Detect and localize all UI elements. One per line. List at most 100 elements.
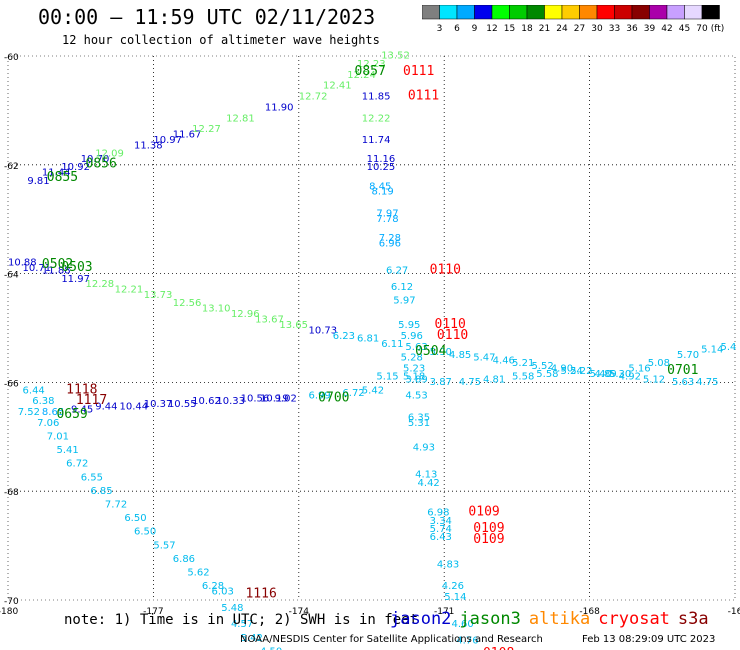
wave-height-label: 5.41 bbox=[56, 445, 78, 456]
pass-time-label: 0502 bbox=[42, 257, 73, 272]
wave-height-label: 6.23 bbox=[333, 331, 355, 342]
y-tick-label: -60 bbox=[4, 53, 19, 63]
wave-height-label: 6.50 bbox=[134, 527, 156, 538]
wave-height-label: 10.62 bbox=[192, 396, 221, 407]
pass-time-label: 0857 bbox=[355, 64, 386, 79]
wave-height-label: 13.73 bbox=[144, 290, 173, 301]
wave-height-label: 13.10 bbox=[202, 304, 231, 315]
wave-height-label: 4.13 bbox=[415, 470, 437, 481]
wave-height-label: 8.65 bbox=[42, 407, 64, 418]
wave-height-label: 5.24 bbox=[561, 366, 583, 377]
wave-height-label: 6.50 bbox=[124, 513, 146, 524]
wave-height-label: 10.56 bbox=[241, 393, 270, 404]
wave-height-label: 5.70 bbox=[677, 350, 699, 361]
colorbar-tick-label: 36 bbox=[626, 24, 638, 34]
wave-height-label: 6.55 bbox=[81, 472, 103, 483]
wave-height-label: 11.38 bbox=[134, 140, 163, 151]
wave-height-label: 11.16 bbox=[367, 154, 396, 165]
x-tick-label: -177 bbox=[143, 607, 163, 617]
colorbar-tick-label: 12 bbox=[486, 24, 497, 34]
pass-time-label: 0109 bbox=[468, 505, 499, 520]
wave-height-label: 4.92 bbox=[619, 372, 641, 383]
wave-height-label: 6.72 bbox=[66, 459, 88, 470]
colorbar-tick-label: 21 bbox=[539, 24, 550, 34]
wave-height-label: 9.02 bbox=[275, 393, 297, 404]
wave-height-label: 6.98 bbox=[427, 508, 449, 519]
wave-height-label: 10.33 bbox=[216, 396, 245, 407]
page-subtitle: 12 hour collection of altimeter wave hei… bbox=[62, 33, 380, 47]
wave-height-label: 4.60 bbox=[451, 619, 473, 630]
colorbar-tick-label: 18 bbox=[521, 24, 533, 34]
colorbar-tick-label: 33 bbox=[609, 24, 620, 34]
wave-height-label: 5.42 bbox=[362, 385, 384, 396]
wave-height-label: 10.71 bbox=[23, 263, 52, 274]
wave-height-label: 5.12 bbox=[643, 374, 665, 385]
wave-height-label: 5.14 bbox=[444, 592, 466, 603]
wave-height-label: 13.65 bbox=[279, 320, 308, 331]
wave-height-label: 7.06 bbox=[37, 418, 59, 429]
pass-time-label: 0856 bbox=[86, 157, 117, 172]
wave-height-label: 6.85 bbox=[90, 486, 112, 497]
wave-height-label: 9.81 bbox=[27, 176, 49, 187]
wave-height-label: 4.53 bbox=[405, 391, 427, 402]
pass-time-label: 0855 bbox=[47, 170, 78, 185]
wave-height-label: 5.15 bbox=[376, 372, 398, 383]
generated-timestamp: Feb 13 08:29:09 UTC 2023 bbox=[582, 634, 716, 645]
satellite-legend-jason3: jason3 bbox=[459, 609, 521, 629]
wave-height-label: 12.22 bbox=[362, 113, 391, 124]
y-tick-label: -68 bbox=[4, 488, 19, 498]
wave-height-label: 10.25 bbox=[367, 162, 396, 173]
wave-height-label: 6.99 bbox=[308, 391, 330, 402]
wave-height-label: 6.72 bbox=[342, 388, 364, 399]
wave-height-label: 4.89 bbox=[594, 369, 616, 380]
wave-height-label: 5.18 bbox=[403, 372, 425, 383]
satellite-legend-s3a: s3a bbox=[677, 609, 709, 629]
wave-height-label: 11.85 bbox=[362, 92, 391, 103]
satellite-legend: jason2 jason3 altika cryosat s3a bbox=[390, 609, 717, 629]
pass-time-label: 0111 bbox=[408, 89, 439, 104]
wave-height-label: 11.44 bbox=[42, 168, 71, 179]
pass-time-label: 0109 bbox=[473, 521, 504, 536]
wave-height-label: 11.90 bbox=[265, 102, 294, 113]
pass-time-label: 1117 bbox=[76, 393, 107, 408]
wave-height-label: 12.41 bbox=[323, 81, 352, 92]
colorbar-tick-label: 15 bbox=[504, 24, 515, 34]
wave-height-label: 5.08 bbox=[648, 358, 670, 369]
wave-height-label: 6.03 bbox=[212, 587, 234, 598]
wave-height-label: 8.19 bbox=[372, 187, 394, 198]
page-title: 00:00 – 11:59 UTC 02/11/2023 bbox=[38, 5, 376, 29]
wave-height-label: 5.42 bbox=[241, 633, 263, 644]
wave-height-label: 4.57 bbox=[231, 619, 253, 630]
wave-height-label: 5.31 bbox=[408, 418, 430, 429]
wave-height-label: 10.88 bbox=[8, 257, 37, 268]
wave-height-label: 11.88 bbox=[42, 266, 71, 277]
wave-height-label: 4.46 bbox=[493, 355, 515, 366]
wave-height-label: 5.63 bbox=[672, 377, 694, 388]
x-tick-label: -174 bbox=[289, 607, 310, 617]
pass-time-label: 1116 bbox=[245, 586, 276, 601]
wave-height-label: 5.58 bbox=[536, 369, 558, 380]
wave-height-label: 8.45 bbox=[369, 181, 391, 192]
wave-height-label: 5.30 bbox=[609, 369, 631, 380]
y-tick-label: -66 bbox=[4, 379, 19, 389]
wave-height-label: 5.47 bbox=[473, 353, 495, 364]
wave-height-label: 4.50 bbox=[260, 646, 282, 650]
wave-height-label: 7.72 bbox=[105, 500, 127, 511]
wave-height-label: 5.95 bbox=[398, 320, 420, 331]
wave-height-label: 5.4 bbox=[720, 342, 736, 353]
wave-height-label: 5.23 bbox=[403, 364, 425, 375]
wave-height-label: 6.96 bbox=[379, 238, 401, 249]
wave-height-label: 11.74 bbox=[362, 135, 391, 146]
wave-height-label: 12.23 bbox=[357, 59, 386, 70]
wave-height-label: 5.58 bbox=[512, 372, 534, 383]
wave-height-label: 4.93 bbox=[413, 442, 435, 453]
colorbar-unit: (ft) bbox=[711, 24, 725, 34]
wave-height-label: 7.28 bbox=[379, 233, 401, 244]
colorbar-tick-label: 9 bbox=[472, 24, 478, 34]
wave-height-label: 4.90 bbox=[551, 364, 573, 375]
wave-height-label: 5.16 bbox=[628, 364, 650, 375]
pass-time-label: 0659 bbox=[56, 407, 87, 422]
wave-height-label: 4.26 bbox=[442, 581, 464, 592]
x-tick-label: -180 bbox=[0, 607, 18, 617]
wave-height-label: 12.96 bbox=[231, 309, 260, 320]
